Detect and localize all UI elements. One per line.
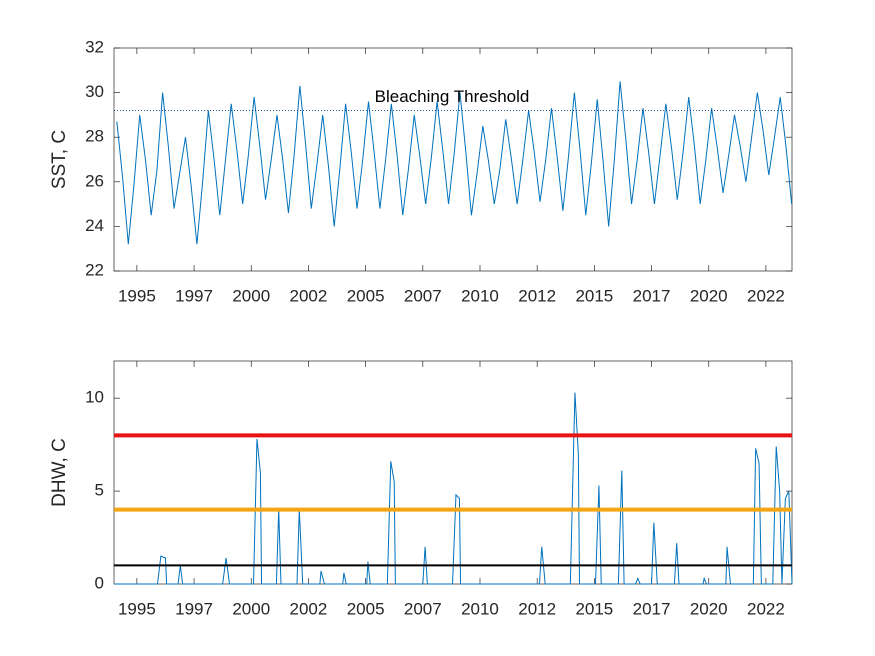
axes-frame — [113, 47, 793, 272]
x-tick-label: 2005 — [347, 599, 385, 618]
x-tick-label: 1997 — [175, 286, 213, 305]
y-tick-label: 28 — [85, 127, 104, 146]
threshold-label: Bleaching Threshold — [375, 87, 530, 106]
x-tick-label: 2020 — [690, 286, 728, 305]
y-tick-label: 22 — [85, 260, 104, 279]
data-line — [114, 392, 793, 585]
y-tick-label: 30 — [85, 82, 104, 101]
x-tick-label: 2015 — [575, 286, 613, 305]
x-tick-label: 1997 — [175, 599, 213, 618]
x-tick-label: 2007 — [404, 599, 442, 618]
x-tick-label: 2010 — [461, 599, 499, 618]
y-tick-label: 0 — [95, 573, 104, 592]
x-tick-label: 2022 — [747, 599, 785, 618]
y-tick-label: 26 — [85, 171, 104, 190]
x-tick-label: 2015 — [575, 599, 613, 618]
x-tick-label: 2022 — [747, 286, 785, 305]
x-tick-label: 2010 — [461, 286, 499, 305]
x-tick-label: 2007 — [404, 286, 442, 305]
axes-frame — [113, 360, 793, 585]
y-tick-label: 24 — [85, 216, 104, 235]
x-tick-label: 1995 — [118, 286, 156, 305]
y-axis-label: DHW, C — [49, 438, 70, 507]
x-tick-label: 2005 — [347, 286, 385, 305]
x-tick-label: 2017 — [633, 599, 671, 618]
x-tick-label: 2020 — [690, 599, 728, 618]
y-tick-label: 10 — [85, 388, 104, 407]
x-tick-label: 2002 — [290, 286, 328, 305]
x-tick-label: 2000 — [232, 286, 270, 305]
y-axis-label: SST, C — [49, 130, 70, 189]
x-tick-label: 2002 — [290, 599, 328, 618]
x-tick-label: 2017 — [633, 286, 671, 305]
y-tick-label: 5 — [95, 481, 104, 500]
x-tick-label: 2012 — [518, 286, 556, 305]
x-tick-label: 2000 — [232, 599, 270, 618]
y-tick-label: 32 — [85, 37, 104, 56]
x-tick-label: 2012 — [518, 599, 556, 618]
x-tick-label: 1995 — [118, 599, 156, 618]
data-line — [116, 81, 793, 245]
